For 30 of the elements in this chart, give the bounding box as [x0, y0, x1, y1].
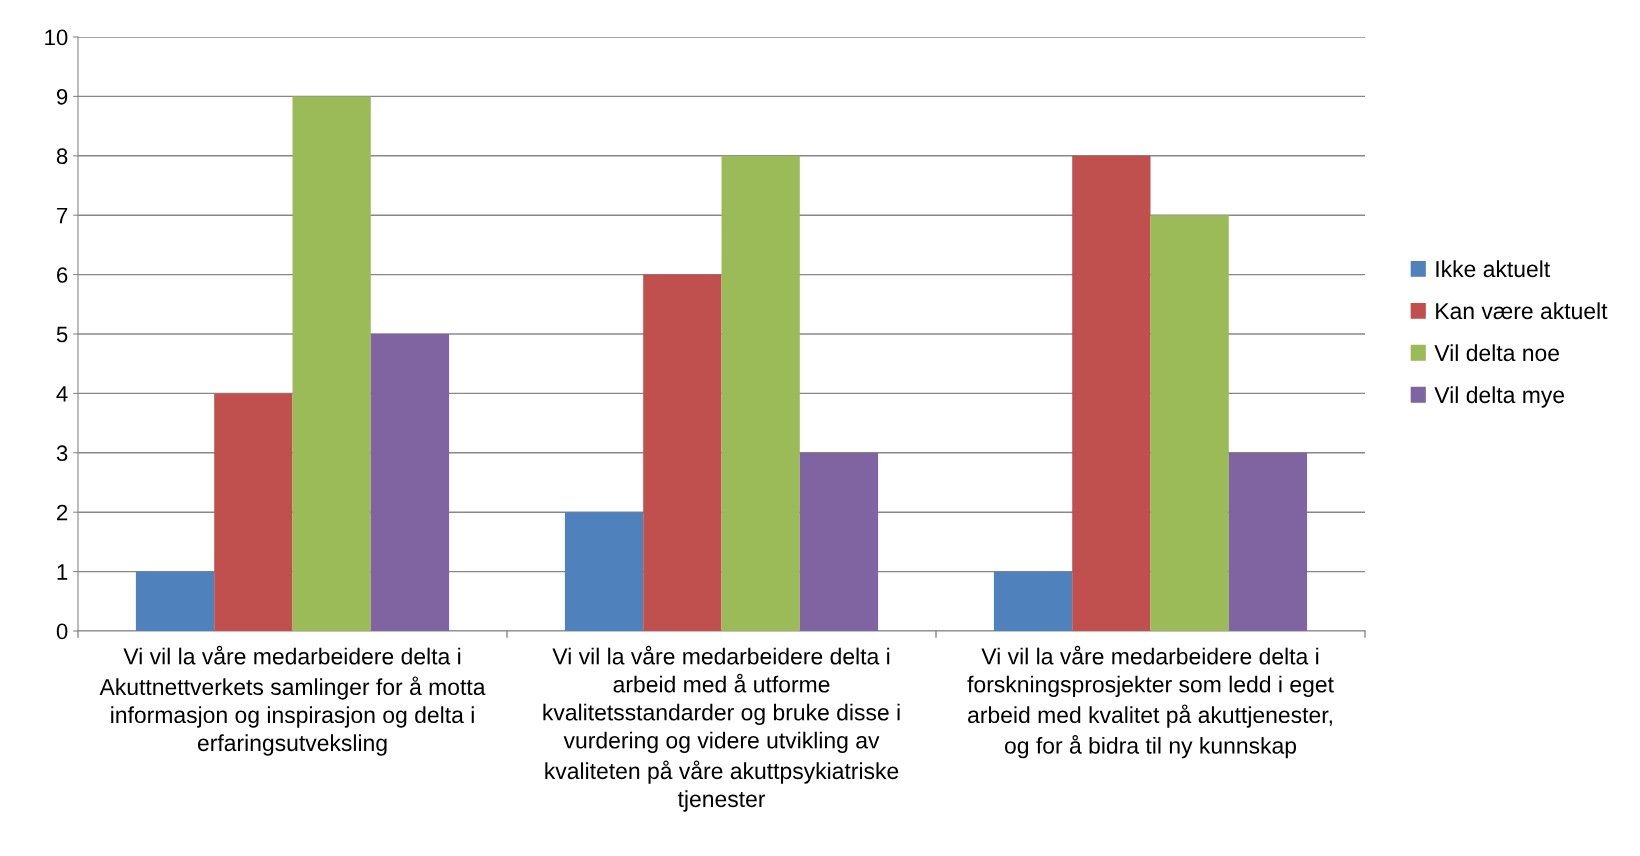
- y-tick-label: 0: [56, 623, 68, 640]
- y-tick-label: 8: [56, 148, 68, 165]
- legend-label: Kan være aktuelt: [1436, 302, 1608, 320]
- legend-label: Vil delta noe: [1434, 344, 1559, 362]
- y-tick-label: 4: [56, 386, 68, 402]
- bar: [1228, 452, 1308, 631]
- bar: [564, 512, 644, 631]
- y-tick-label: 10: [45, 29, 68, 46]
- bar: [643, 274, 722, 631]
- bar: [799, 452, 879, 631]
- bar: [214, 393, 293, 631]
- bar: [1150, 215, 1229, 631]
- x-tick-label: Vi vil la våre medarbeidere delta i forskningsprosjekter som ledd i eget arbeid med kvalitet på akuttjenester, og for å bidra til ny kunnskap: [967, 645, 1334, 759]
- y-tick-label: 5: [56, 326, 68, 343]
- legend-label: Ikke aktuelt: [1436, 260, 1551, 278]
- bar: [370, 334, 450, 631]
- y-tick-label: 3: [56, 445, 68, 462]
- y-tick-label: 1: [57, 564, 68, 580]
- y-tick-label: 7: [57, 207, 68, 224]
- y-tick-label: 2: [57, 504, 68, 521]
- bar: [993, 571, 1073, 631]
- bar: [1072, 155, 1151, 631]
- y-tick-label: 6: [57, 267, 68, 283]
- bar: [135, 571, 215, 631]
- bar: [721, 155, 800, 631]
- x-tick-label: Vi vil la våre medarbeidere delta i arbeid med å utforme kvalitetsstandarder og bruke disse i vurdering og videre utvikling av kvaliteten på våre akuttpsykiatriske tjenester: [543, 645, 900, 812]
- y-tick-label: 9: [56, 88, 68, 105]
- x-tick-label: Vi vil la våre medarbeidere delta i Akuttnettverkets samlinger for å motta informasjon og inspirasjon og delta i erfaringsutveksling: [99, 645, 486, 756]
- bar: [292, 96, 371, 631]
- legend-label: Vil delta mye: [1434, 386, 1565, 408]
